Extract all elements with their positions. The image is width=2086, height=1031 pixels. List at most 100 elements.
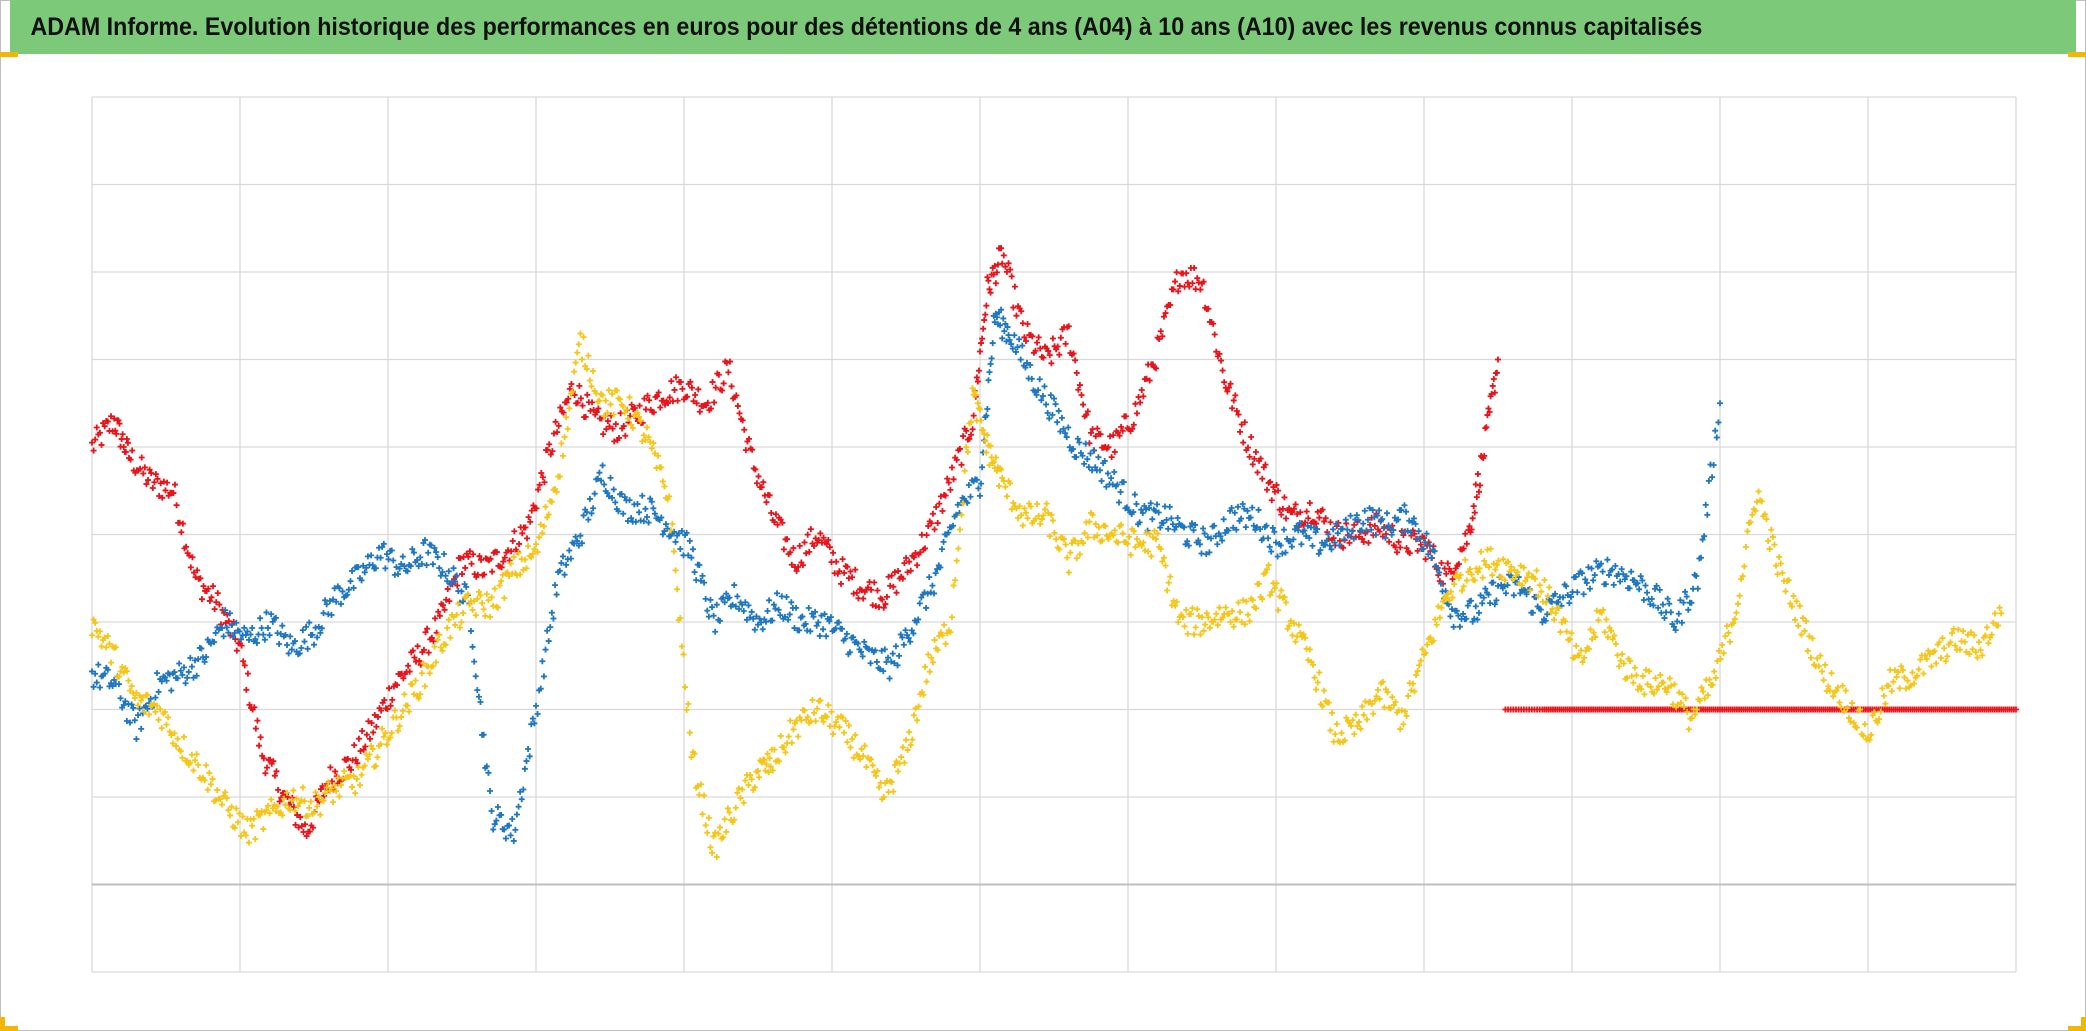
data-point-yellow — [817, 697, 824, 704]
data-point-blue — [174, 675, 181, 682]
data-point-blue — [523, 758, 530, 765]
data-point-yellow — [1668, 682, 1675, 689]
data-point-yellow — [1360, 711, 1367, 718]
data-point-blue — [1046, 415, 1053, 422]
data-point-red — [183, 543, 190, 550]
data-point-blue — [225, 629, 232, 636]
data-point-blue — [612, 499, 619, 506]
data-point-blue — [1051, 395, 1057, 402]
data-point-blue — [556, 567, 563, 574]
data-point-blue — [1447, 613, 1454, 620]
data-point-blue — [591, 490, 598, 497]
data-point-yellow — [1500, 556, 1507, 563]
data-point-yellow — [716, 824, 723, 831]
data-point-blue — [888, 658, 895, 665]
data-point-yellow — [1003, 493, 1010, 500]
data-point-yellow — [1235, 599, 1242, 606]
data-point-blue — [1038, 397, 1045, 404]
data-point-yellow — [1389, 694, 1396, 701]
data-point-blue — [1403, 508, 1410, 515]
data-point-blue — [1273, 539, 1279, 546]
data-point-yellow — [1501, 577, 1508, 584]
data-point-red — [550, 430, 557, 437]
data-point-blue — [940, 538, 947, 545]
data-point-red — [958, 461, 965, 468]
data-point-yellow — [1154, 530, 1161, 537]
data-point-yellow — [577, 330, 584, 337]
data-point-yellow — [257, 811, 264, 818]
data-point-yellow — [1460, 583, 1467, 590]
data-point-red — [1281, 494, 1288, 501]
data-point-red — [192, 574, 199, 581]
data-point-blue — [885, 654, 892, 661]
data-point-yellow — [1546, 584, 1553, 591]
data-point-blue — [815, 619, 822, 626]
data-point-blue — [513, 811, 520, 818]
data-point-red — [872, 603, 879, 610]
data-point-yellow — [1387, 705, 1394, 712]
data-point-blue — [490, 826, 497, 833]
data-point-blue — [1341, 536, 1348, 543]
data-point-red — [409, 647, 416, 654]
data-point-yellow — [1715, 647, 1722, 654]
data-point-blue — [1214, 541, 1221, 548]
data-point-red — [565, 395, 572, 402]
data-point-blue — [1017, 356, 1024, 363]
data-point-yellow — [1719, 641, 1726, 648]
data-point-yellow — [1804, 647, 1811, 654]
data-point-yellow — [1838, 704, 1845, 711]
data-point-yellow — [1349, 717, 1356, 724]
data-point-red — [243, 686, 250, 693]
data-point-yellow — [639, 438, 646, 445]
data-point-blue — [429, 561, 436, 568]
data-point-yellow — [702, 822, 709, 829]
data-point-blue — [439, 568, 446, 575]
data-point-red — [1119, 427, 1126, 434]
data-point-yellow — [620, 403, 627, 410]
data-point-yellow — [1562, 618, 1569, 625]
data-point-yellow — [263, 807, 270, 814]
data-point-blue — [1334, 530, 1341, 537]
data-point-red — [154, 475, 161, 482]
data-point-blue — [1599, 568, 1606, 575]
data-point-yellow — [1314, 679, 1321, 686]
data-point-red — [547, 451, 554, 458]
data-point-yellow — [1333, 721, 1340, 728]
data-point-yellow — [1222, 604, 1229, 611]
data-point-yellow — [1666, 675, 1673, 682]
data-point-yellow — [1482, 561, 1489, 568]
data-point-yellow — [762, 767, 769, 774]
data-point-blue — [1174, 514, 1181, 521]
data-point-blue — [1116, 499, 1123, 506]
data-point-yellow — [1904, 677, 1911, 684]
data-point-red — [615, 434, 622, 441]
data-point-yellow — [844, 739, 851, 746]
data-point-yellow — [1936, 639, 1943, 646]
data-point-blue — [276, 641, 283, 648]
data-point-red — [478, 556, 485, 563]
data-point-blue — [1360, 520, 1367, 527]
data-point-blue — [1190, 527, 1197, 534]
data-point-blue — [323, 601, 330, 608]
data-point-blue — [336, 585, 343, 592]
corner-accent-bottom-left — [0, 1026, 18, 1031]
data-point-blue — [1169, 521, 1176, 528]
data-point-yellow — [721, 816, 728, 823]
data-point-blue — [1651, 585, 1658, 592]
data-point-yellow — [299, 784, 306, 791]
data-point-yellow — [1363, 716, 1370, 723]
data-point-red — [960, 433, 967, 440]
data-point-red — [1233, 407, 1240, 414]
data-point-yellow — [1110, 532, 1117, 539]
data-point-yellow — [948, 614, 955, 621]
data-point-blue — [1062, 430, 1069, 437]
data-point-yellow — [236, 810, 243, 817]
data-point-blue — [498, 811, 505, 818]
data-point-red — [420, 646, 427, 653]
data-point-red — [1194, 275, 1201, 282]
data-point-yellow — [1926, 650, 1933, 657]
data-point-blue — [1683, 593, 1690, 600]
data-point-yellow — [857, 756, 864, 763]
data-point-yellow — [1765, 537, 1772, 544]
data-point-yellow — [898, 754, 905, 761]
